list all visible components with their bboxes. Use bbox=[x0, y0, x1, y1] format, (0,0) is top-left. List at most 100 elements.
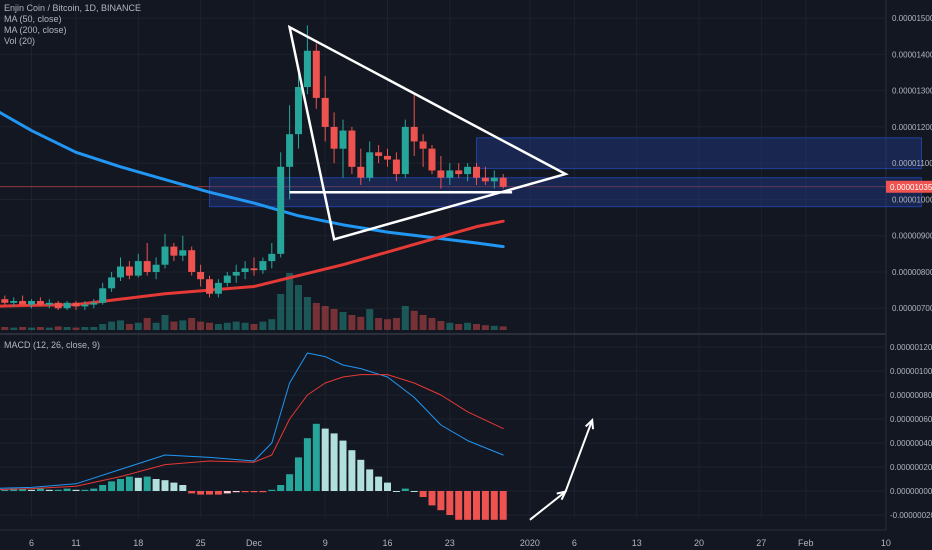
time-tick-label: 13 bbox=[632, 538, 642, 548]
macd-histogram-bar bbox=[10, 488, 18, 491]
volume-bar bbox=[214, 324, 222, 330]
volume-legend[interactable]: Vol (20) bbox=[4, 36, 36, 46]
macd-histogram-bar bbox=[125, 476, 133, 491]
trend-drawings[interactable] bbox=[287, 24, 569, 241]
macd-histogram-bar bbox=[28, 489, 35, 491]
macd-histogram-bar bbox=[410, 491, 418, 492]
macd-pane[interactable] bbox=[0, 352, 595, 521]
volume-bar bbox=[268, 319, 276, 330]
time-tick-label: 10 bbox=[881, 538, 891, 548]
candle-body bbox=[268, 253, 276, 262]
chart-title[interactable]: Enjin Coin / Bitcoin, 1D, BINANCE bbox=[4, 3, 142, 13]
volume-bar bbox=[473, 324, 480, 330]
time-tick-label: 16 bbox=[382, 538, 392, 548]
price-tick-label: 0.00001400 bbox=[892, 50, 932, 59]
ma200-legend[interactable]: MA (200, close) bbox=[4, 25, 67, 35]
volume-bar bbox=[125, 324, 133, 330]
macd-title[interactable]: MACD (12, 26, close, 9) bbox=[4, 340, 101, 350]
price-tick-label: 0.00000700 bbox=[892, 304, 932, 313]
price-tick-label: 0.00001500 bbox=[892, 14, 932, 23]
zone-box bbox=[476, 137, 922, 170]
candle-body bbox=[117, 266, 124, 278]
candle-body bbox=[223, 275, 231, 283]
volume-bar bbox=[339, 312, 347, 330]
volume-bar bbox=[348, 315, 356, 330]
macd-histogram-bar bbox=[339, 440, 347, 491]
candle-body bbox=[81, 304, 89, 307]
candle-body bbox=[143, 261, 151, 272]
macd-histogram-bar bbox=[384, 482, 391, 491]
candle-body bbox=[277, 166, 285, 254]
macd-histogram-bar bbox=[134, 477, 142, 491]
candle-body bbox=[134, 261, 142, 276]
volume-bar bbox=[375, 318, 383, 330]
macd-histogram-bar bbox=[72, 489, 80, 491]
volume-bar bbox=[241, 322, 249, 330]
volume-bar bbox=[499, 326, 507, 330]
macd-histogram-bar bbox=[481, 491, 489, 520]
candle-body bbox=[214, 282, 222, 294]
candle-body bbox=[401, 126, 409, 175]
volume-bar bbox=[232, 321, 240, 330]
ma50-legend[interactable]: MA (50, close) bbox=[4, 14, 62, 24]
volume-bar bbox=[259, 321, 267, 330]
current-price-label: 0.00001035 bbox=[890, 183, 932, 192]
candle-body bbox=[330, 126, 338, 149]
price-axis[interactable]: 0.00001500 0.00001400 0.00001300 0.00001200… bbox=[886, 14, 932, 520]
macd-histogram-bar bbox=[179, 485, 187, 491]
macd-histogram-bar bbox=[455, 491, 463, 520]
candle-body bbox=[152, 264, 160, 272]
volume-bar bbox=[143, 318, 151, 330]
candle-body bbox=[170, 246, 178, 256]
macd-tick-label: 0.00000020 bbox=[890, 463, 932, 472]
macd-histogram-bar bbox=[143, 476, 151, 491]
macd-histogram-bar bbox=[197, 491, 205, 495]
time-tick-label: 6 bbox=[29, 538, 34, 548]
time-tick-label: 20 bbox=[694, 538, 704, 548]
macd-histogram-bar bbox=[392, 491, 400, 492]
current-price-badge bbox=[886, 180, 932, 193]
volume-bar bbox=[312, 303, 320, 330]
volume-bar bbox=[45, 327, 53, 330]
macd-tick-label: 0.00000120 bbox=[890, 343, 932, 352]
volume-bar bbox=[63, 327, 71, 330]
candle-body bbox=[232, 271, 240, 276]
bullish-arrow-second-head bbox=[585, 418, 595, 430]
candle-body bbox=[1, 299, 9, 303]
macd-histogram-bar bbox=[428, 491, 436, 506]
volume-bar bbox=[446, 322, 454, 330]
volume-bar bbox=[410, 310, 418, 330]
candle-body bbox=[366, 152, 374, 178]
volume-bar bbox=[366, 309, 374, 330]
volume-bar bbox=[321, 306, 329, 330]
volume-bar bbox=[1, 327, 9, 330]
candle-body bbox=[19, 300, 27, 305]
volume-bar bbox=[28, 327, 35, 330]
candle-body bbox=[303, 50, 311, 88]
candle-body bbox=[206, 279, 213, 294]
candle-body bbox=[419, 141, 427, 149]
macd-histogram-bar bbox=[1, 489, 9, 491]
macd-histogram-bar bbox=[63, 488, 71, 491]
time-axis[interactable]: 6 11 18 25 Dec 9 16 23 2020 6 13 20 27 Feb 10 bbox=[29, 538, 891, 548]
volume-bar bbox=[90, 327, 98, 330]
macd-histogram-bar bbox=[357, 459, 365, 491]
candle-body bbox=[188, 250, 196, 272]
volume-bar bbox=[197, 321, 205, 330]
volume-bar bbox=[10, 327, 18, 330]
volume-bar bbox=[108, 321, 116, 330]
macd-histogram-bar bbox=[223, 491, 231, 494]
price-tick-label: 0.00001200 bbox=[892, 123, 932, 132]
candlesticks[interactable] bbox=[0, 25, 507, 311]
macd-histogram-bar bbox=[277, 485, 285, 491]
candle-body bbox=[36, 300, 44, 305]
time-tick-label: 6 bbox=[572, 538, 577, 548]
candle-body bbox=[63, 302, 71, 309]
candle-body bbox=[357, 166, 365, 178]
macd-histogram-bar bbox=[45, 489, 53, 491]
volume-bar bbox=[286, 273, 294, 330]
volume-bar bbox=[19, 327, 27, 330]
candle-body bbox=[161, 246, 169, 265]
candle-body bbox=[241, 268, 249, 272]
